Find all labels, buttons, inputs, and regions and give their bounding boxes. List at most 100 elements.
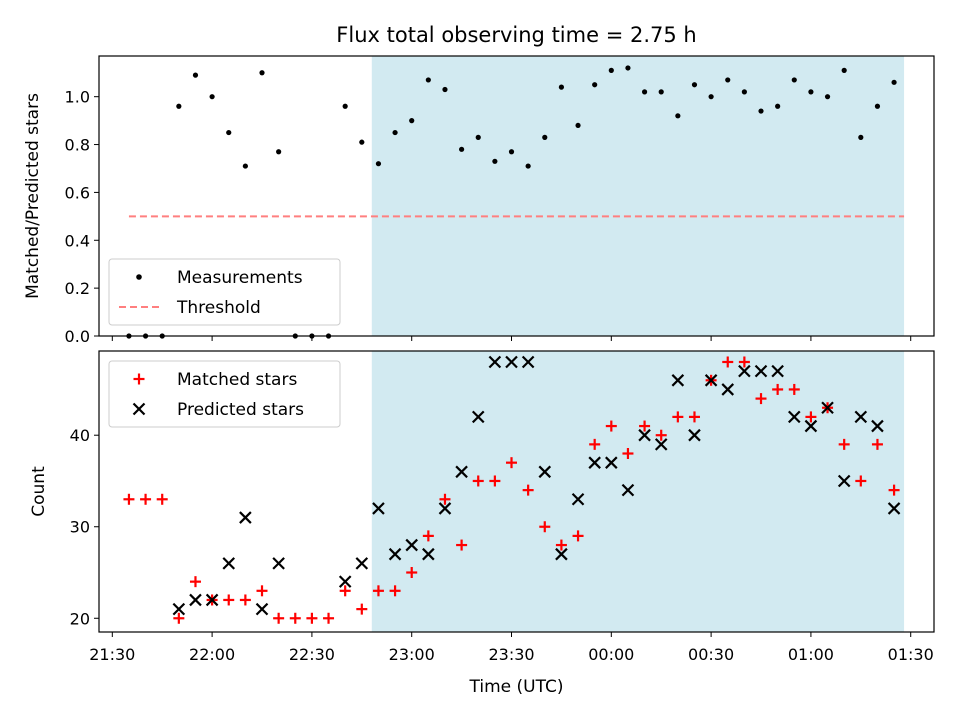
predicted-star-point bbox=[538, 465, 552, 479]
measurement-point bbox=[459, 146, 465, 152]
matched-star-point bbox=[805, 411, 817, 423]
predicted-star-point bbox=[654, 438, 668, 451]
matched-star-point bbox=[306, 612, 318, 624]
predicted-star-point bbox=[688, 428, 701, 442]
measurement-point bbox=[176, 103, 182, 109]
matched-star-point bbox=[539, 521, 551, 533]
predicted-star-point bbox=[638, 428, 651, 442]
matched-star-point bbox=[422, 530, 434, 542]
predicted-star-point bbox=[804, 419, 818, 433]
measurement-point bbox=[641, 89, 648, 95]
matched-star-point bbox=[123, 493, 135, 505]
measurement-point bbox=[575, 122, 581, 129]
bottom-legend-box bbox=[108, 360, 341, 428]
predicted-star-point bbox=[854, 410, 868, 424]
bottom-legend: Matched stars Predicted stars bbox=[108, 360, 341, 428]
matched-star-point bbox=[755, 393, 767, 405]
bottom-y-tick-label: 20 bbox=[70, 609, 90, 628]
x-tick-label: 01:00 bbox=[788, 645, 834, 664]
ratio-panel: 0.0 0.2 0.4 0.6 0.8 1.0 Flux total observing … bbox=[23, 23, 935, 346]
matched-star-point bbox=[722, 356, 734, 368]
predicted-star-point bbox=[771, 364, 784, 378]
predicted-star-point bbox=[372, 502, 385, 515]
x-tick-label: 22:00 bbox=[189, 645, 235, 664]
matched-star-point bbox=[622, 448, 634, 460]
matched-star-point bbox=[888, 484, 900, 496]
measurement-point bbox=[775, 103, 781, 109]
predicted-star-point bbox=[438, 502, 452, 515]
predicted-star-point bbox=[671, 374, 685, 387]
predicted-star-point bbox=[605, 456, 618, 469]
bottom-shaded-region bbox=[371, 351, 905, 632]
x-tick-label: 00:30 bbox=[688, 645, 734, 664]
measurement-point bbox=[675, 113, 681, 119]
predicted-star-point bbox=[837, 474, 851, 488]
matched-star-point bbox=[555, 539, 567, 551]
measurement-point bbox=[209, 94, 215, 100]
matched-star-point bbox=[356, 603, 368, 615]
bottom-y-tick-label: 30 bbox=[70, 518, 90, 537]
matched-star-point bbox=[472, 475, 484, 487]
matched-star-point bbox=[738, 356, 750, 368]
measurement-point bbox=[226, 129, 232, 136]
matched-star-point bbox=[223, 594, 235, 606]
matched-star-point bbox=[156, 493, 168, 505]
top-y-tick-label: 0.6 bbox=[65, 183, 90, 202]
top-y-tick-label: 0.0 bbox=[65, 327, 90, 346]
measurement-point bbox=[708, 94, 714, 100]
measurement-point bbox=[359, 139, 365, 145]
predicted-star-point bbox=[455, 465, 468, 479]
predicted-star-point bbox=[205, 593, 219, 607]
measurement-point bbox=[891, 79, 897, 85]
matched-star-point bbox=[605, 420, 617, 432]
matched-star-point bbox=[339, 585, 351, 597]
bottom-axes-frame bbox=[98, 350, 935, 633]
measurement-point bbox=[791, 77, 797, 83]
matched-star-point bbox=[589, 438, 601, 450]
x-axis-label: Time (UTC) bbox=[469, 677, 564, 697]
count-panel: 20 30 40 21:30 22:00 22:30 23:00 23:30 00:00 00:… bbox=[29, 350, 935, 697]
predicted-star-point bbox=[272, 557, 285, 570]
measurement-point bbox=[558, 84, 565, 90]
legend-predicted-marker bbox=[132, 402, 146, 416]
predicted-star-point bbox=[239, 511, 252, 524]
measurement-point bbox=[508, 149, 515, 155]
matched-star-point bbox=[522, 484, 534, 496]
top-y-tick-label: 0.2 bbox=[65, 279, 90, 298]
x-tick-label: 22:30 bbox=[289, 645, 335, 664]
legend-matched-label: Matched stars bbox=[177, 370, 297, 390]
measurement-point bbox=[192, 72, 199, 78]
matched-star-point bbox=[871, 438, 883, 450]
matched-star-point bbox=[273, 612, 285, 624]
measurement-point bbox=[409, 118, 415, 124]
top-y-axis-label: Matched/Predicted stars bbox=[23, 93, 43, 299]
top-legend-box bbox=[108, 258, 341, 326]
measurement-point bbox=[525, 163, 531, 169]
legend-measurements-label: Measurements bbox=[177, 268, 303, 288]
x-tick-label: 23:30 bbox=[488, 645, 534, 664]
predicted-star-point bbox=[621, 483, 635, 497]
predicted-star-point bbox=[871, 419, 884, 433]
measurement-point bbox=[625, 65, 631, 71]
measurement-point bbox=[824, 94, 831, 100]
measurement-point bbox=[758, 108, 764, 114]
measurement-point bbox=[592, 82, 598, 88]
measurement-point bbox=[276, 149, 282, 155]
measurement-point bbox=[808, 89, 814, 95]
top-x-ticks bbox=[111, 336, 912, 341]
measurement-point bbox=[442, 86, 448, 93]
measurement-point bbox=[492, 158, 498, 164]
legend-predicted-label: Predicted stars bbox=[177, 400, 304, 420]
matched-star-point bbox=[439, 493, 451, 505]
measurement-point bbox=[425, 77, 431, 83]
matched-star-point bbox=[788, 383, 800, 395]
matched-star-point bbox=[456, 539, 468, 551]
measurement-point bbox=[658, 89, 664, 95]
matched-star-point bbox=[189, 576, 201, 588]
matched-star-point bbox=[323, 612, 335, 624]
measurement-point bbox=[858, 134, 864, 140]
matched-star-point bbox=[655, 429, 667, 441]
predicted-star-point bbox=[388, 547, 402, 561]
predicted-star-point bbox=[471, 410, 485, 424]
matched-star-point bbox=[140, 493, 152, 505]
